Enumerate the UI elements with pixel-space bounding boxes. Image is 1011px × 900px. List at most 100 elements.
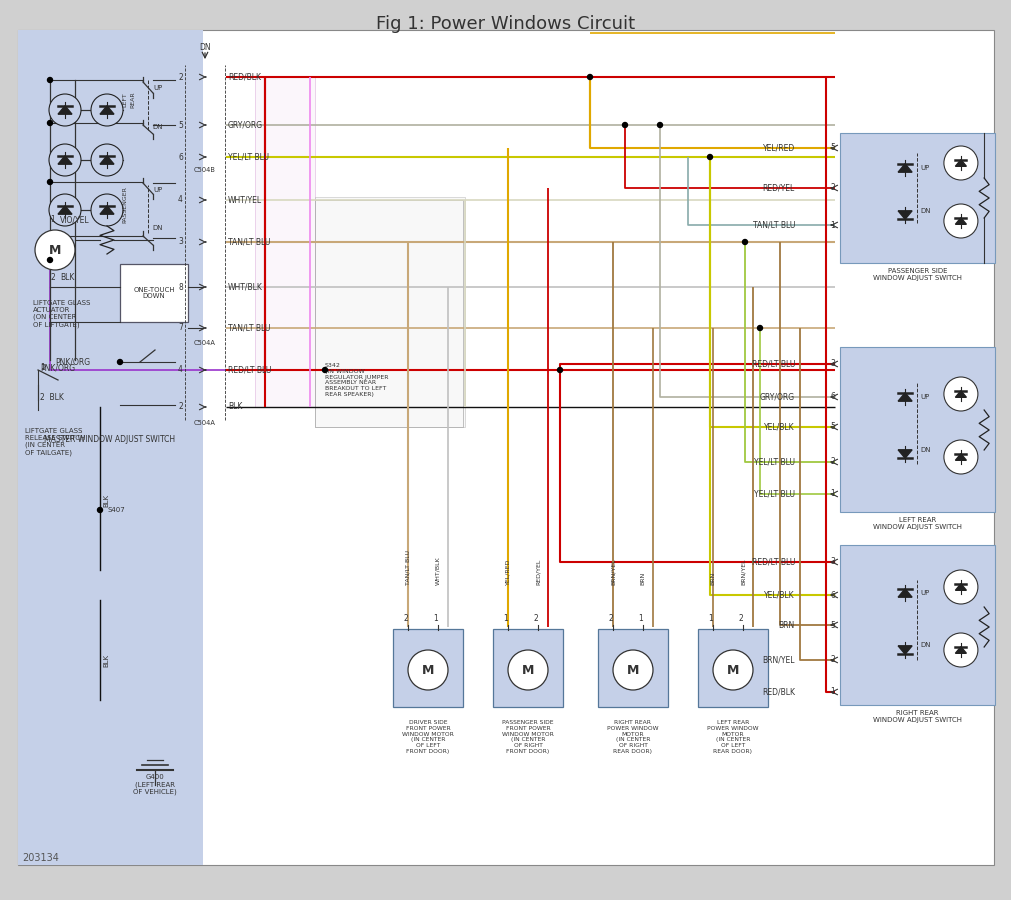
Text: YEL/LT BLU: YEL/LT BLU bbox=[753, 457, 795, 466]
Polygon shape bbox=[58, 206, 72, 214]
Text: 1: 1 bbox=[503, 614, 508, 623]
Text: 8: 8 bbox=[178, 283, 183, 292]
Text: S407: S407 bbox=[108, 507, 125, 513]
Circle shape bbox=[943, 440, 977, 474]
Text: YEL/BLK: YEL/BLK bbox=[763, 422, 795, 431]
Text: C504B: C504B bbox=[194, 167, 215, 173]
Circle shape bbox=[48, 77, 53, 83]
Text: LEFT: LEFT bbox=[122, 93, 127, 107]
Text: Fig 1: Power Windows Circuit: Fig 1: Power Windows Circuit bbox=[376, 15, 635, 33]
Text: DN: DN bbox=[919, 447, 930, 453]
Text: WHT/BLK: WHT/BLK bbox=[435, 556, 440, 585]
Text: BRN/YEL: BRN/YEL bbox=[740, 558, 745, 585]
Text: BRN/YEL: BRN/YEL bbox=[761, 655, 795, 664]
Text: BRN: BRN bbox=[710, 572, 715, 585]
Circle shape bbox=[49, 144, 81, 176]
Text: 6: 6 bbox=[178, 152, 183, 161]
Text: RED/BLK: RED/BLK bbox=[227, 73, 261, 82]
Polygon shape bbox=[100, 156, 114, 164]
Text: 2: 2 bbox=[829, 184, 834, 193]
Circle shape bbox=[91, 194, 123, 226]
Circle shape bbox=[48, 179, 53, 184]
Text: RED/LT BLU: RED/LT BLU bbox=[751, 557, 795, 566]
Text: 1: 1 bbox=[40, 364, 44, 373]
Polygon shape bbox=[897, 211, 911, 220]
Text: TAN/LT BLU: TAN/LT BLU bbox=[752, 220, 795, 230]
Text: C504A: C504A bbox=[194, 340, 215, 346]
Circle shape bbox=[742, 239, 747, 245]
Bar bbox=[18, 30, 203, 865]
Text: 6: 6 bbox=[829, 590, 834, 599]
Polygon shape bbox=[897, 450, 911, 458]
Text: 1: 1 bbox=[829, 220, 834, 230]
Text: PNK/ORG: PNK/ORG bbox=[55, 357, 90, 366]
Text: M: M bbox=[422, 663, 434, 677]
Bar bbox=[598, 629, 667, 707]
Circle shape bbox=[49, 194, 81, 226]
Text: BLK: BLK bbox=[103, 493, 109, 507]
Text: 2: 2 bbox=[829, 457, 834, 466]
Text: 203134: 203134 bbox=[22, 853, 59, 863]
Circle shape bbox=[91, 94, 123, 126]
Text: 1: 1 bbox=[638, 614, 643, 623]
Text: LIFTGATE GLASS
ACTUATOR
(ON CENTER
OF LIFTGATE): LIFTGATE GLASS ACTUATOR (ON CENTER OF LI… bbox=[33, 300, 90, 328]
Text: TAN/LT BLU: TAN/LT BLU bbox=[405, 550, 410, 585]
Text: 7: 7 bbox=[178, 323, 183, 332]
Circle shape bbox=[943, 146, 977, 180]
Text: TAN/LT BLU: TAN/LT BLU bbox=[227, 238, 270, 247]
Text: PASSENGER SIDE
WINDOW ADJUST SWITCH: PASSENGER SIDE WINDOW ADJUST SWITCH bbox=[872, 268, 961, 281]
Polygon shape bbox=[954, 218, 966, 224]
Text: WHT/BLK: WHT/BLK bbox=[227, 283, 263, 292]
Text: 2: 2 bbox=[51, 274, 55, 283]
Text: M: M bbox=[626, 663, 639, 677]
Text: 3: 3 bbox=[178, 238, 183, 247]
Text: 2: 2 bbox=[608, 614, 613, 623]
Polygon shape bbox=[954, 584, 966, 590]
Text: S342
(IN WINDOW
REGULATOR JUMPER
ASSEMBLY NEAR
BREAKOUT TO LEFT
REAR SPEAKER): S342 (IN WINDOW REGULATOR JUMPER ASSEMBL… bbox=[325, 363, 388, 397]
Text: MASTER WINDOW ADJUST SWITCH: MASTER WINDOW ADJUST SWITCH bbox=[44, 436, 175, 445]
Text: 2: 2 bbox=[738, 614, 743, 623]
Circle shape bbox=[587, 75, 591, 79]
Text: DRIVER SIDE
FRONT POWER
WINDOW MOTOR
(IN CENTER
OF LEFT
FRONT DOOR): DRIVER SIDE FRONT POWER WINDOW MOTOR (IN… bbox=[401, 720, 454, 754]
Text: LEFT REAR
POWER WINDOW
MOTOR
(IN CENTER
OF LEFT
REAR DOOR): LEFT REAR POWER WINDOW MOTOR (IN CENTER … bbox=[707, 720, 758, 754]
Circle shape bbox=[407, 650, 448, 690]
Bar bbox=[392, 629, 463, 707]
Text: PASSENGER: PASSENGER bbox=[122, 186, 127, 223]
Text: ONE-TOUCH
DOWN: ONE-TOUCH DOWN bbox=[133, 286, 175, 300]
Text: TAN/LT BLU: TAN/LT BLU bbox=[227, 323, 270, 332]
Polygon shape bbox=[897, 589, 911, 598]
Circle shape bbox=[707, 155, 712, 159]
Bar bbox=[839, 347, 994, 512]
Text: UP: UP bbox=[154, 187, 163, 193]
Text: 1: 1 bbox=[433, 614, 438, 623]
Text: UP: UP bbox=[919, 394, 928, 400]
Text: 5: 5 bbox=[829, 143, 834, 152]
Circle shape bbox=[48, 257, 53, 263]
Bar bbox=[839, 133, 994, 263]
Text: BRN: BRN bbox=[640, 572, 645, 585]
Text: 5: 5 bbox=[829, 620, 834, 629]
Text: DN: DN bbox=[153, 225, 163, 231]
Circle shape bbox=[613, 650, 652, 690]
Polygon shape bbox=[58, 156, 72, 164]
Text: 1: 1 bbox=[708, 614, 713, 623]
Text: M: M bbox=[49, 244, 61, 256]
Text: 6: 6 bbox=[829, 392, 834, 401]
Polygon shape bbox=[954, 647, 966, 653]
Text: YEL/RED: YEL/RED bbox=[506, 559, 510, 585]
Text: BRN/YEL: BRN/YEL bbox=[610, 558, 615, 585]
Text: 5: 5 bbox=[829, 422, 834, 431]
Text: 1: 1 bbox=[829, 490, 834, 499]
Circle shape bbox=[557, 367, 562, 373]
Text: REAR: REAR bbox=[130, 92, 135, 108]
Polygon shape bbox=[897, 646, 911, 654]
Circle shape bbox=[97, 508, 102, 512]
Circle shape bbox=[713, 650, 752, 690]
Text: 1: 1 bbox=[829, 688, 834, 697]
Circle shape bbox=[943, 377, 977, 411]
Text: 4: 4 bbox=[178, 195, 183, 204]
Circle shape bbox=[35, 230, 75, 270]
Text: PNK/ORG: PNK/ORG bbox=[40, 364, 75, 373]
Text: YEL/BLK: YEL/BLK bbox=[763, 590, 795, 599]
Bar bbox=[120, 264, 188, 322]
